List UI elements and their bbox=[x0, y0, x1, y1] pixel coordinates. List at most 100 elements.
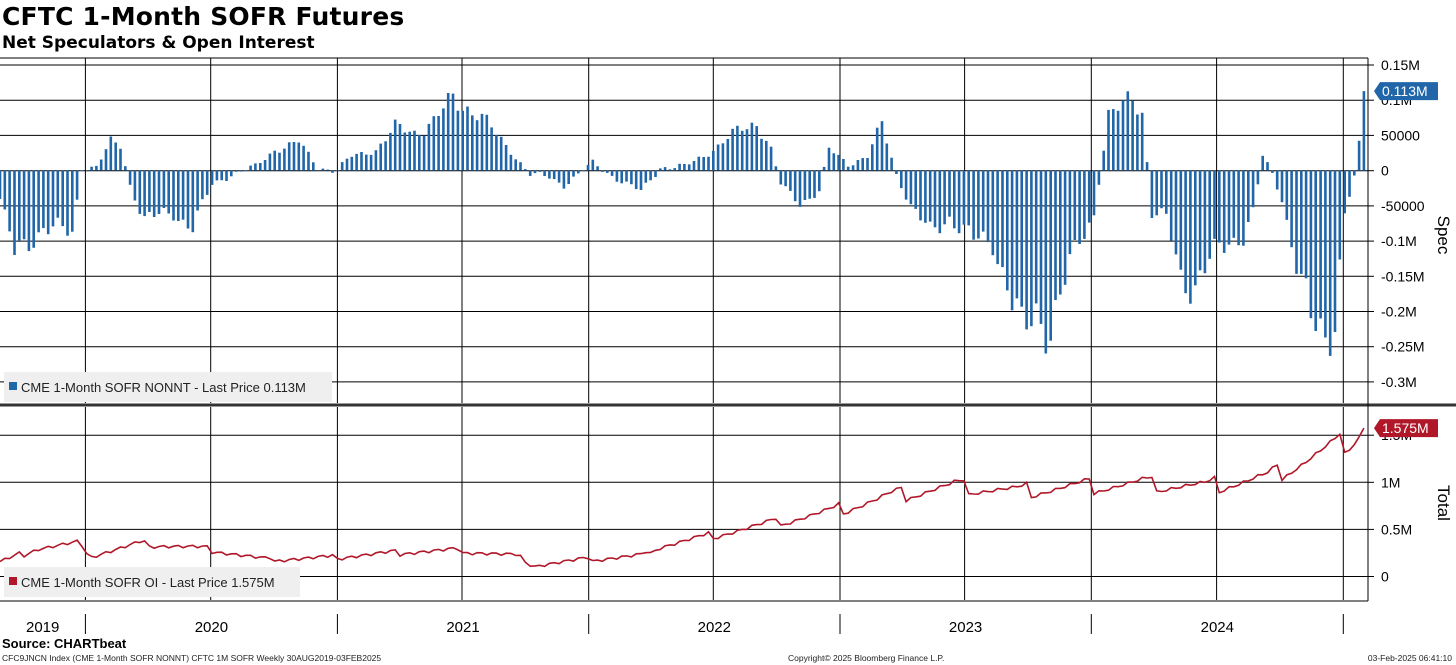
spec-bar bbox=[1333, 170, 1337, 332]
spec-bar bbox=[996, 170, 999, 265]
spec-bar bbox=[302, 145, 305, 171]
spec-bar bbox=[1087, 170, 1091, 223]
spec-bar bbox=[798, 170, 802, 207]
spec-bar bbox=[639, 170, 643, 190]
spec-bar bbox=[1140, 112, 1144, 171]
spec-bar bbox=[350, 156, 354, 171]
year-label: 2021 bbox=[446, 619, 479, 636]
spec-bar bbox=[842, 159, 845, 171]
spec-bar bbox=[784, 170, 787, 187]
spec-bar bbox=[1208, 170, 1211, 259]
spec-last-value: 0.113M bbox=[1382, 83, 1428, 99]
spec-bar bbox=[1232, 170, 1236, 238]
spec-bar bbox=[977, 170, 980, 239]
spec-bar bbox=[321, 168, 325, 171]
spec-bar bbox=[85, 170, 89, 172]
spec-bar bbox=[591, 159, 595, 171]
spec-bar bbox=[230, 170, 233, 177]
spec-bar bbox=[557, 170, 561, 183]
spec-bar bbox=[948, 170, 951, 217]
spec-bar bbox=[1121, 100, 1125, 171]
spec-bar bbox=[345, 158, 349, 171]
spec-bar bbox=[1116, 110, 1120, 171]
spec-bar bbox=[1136, 114, 1139, 171]
year-label: 2019 bbox=[26, 619, 59, 636]
spec-bar bbox=[813, 170, 816, 198]
spec-bar bbox=[1126, 91, 1130, 171]
spec-bar bbox=[451, 93, 455, 171]
spec-bar bbox=[649, 170, 652, 181]
spec-bar bbox=[880, 121, 884, 171]
spec-bar bbox=[1343, 170, 1346, 214]
spec-bar bbox=[393, 119, 397, 171]
total-axis-label: Total bbox=[1434, 485, 1453, 521]
spec-bar bbox=[292, 142, 296, 171]
spec-bar bbox=[634, 170, 638, 190]
spec-bar bbox=[1044, 170, 1048, 354]
spec-bar bbox=[890, 157, 893, 171]
spec-bar bbox=[124, 166, 127, 171]
spec-bar bbox=[765, 140, 768, 171]
spec-bar bbox=[18, 170, 21, 241]
spec-bar bbox=[8, 170, 11, 232]
spec-bar bbox=[432, 116, 436, 171]
spec-bar bbox=[1073, 170, 1077, 240]
spec-bar bbox=[1222, 170, 1226, 253]
spec-bar bbox=[389, 132, 392, 171]
spec-bar bbox=[1324, 170, 1327, 338]
spec-bar bbox=[1025, 170, 1028, 330]
spec-bar bbox=[1179, 170, 1183, 270]
spec-bar bbox=[1256, 170, 1260, 185]
total-y-ticks: 1.5M1M0.5M0 bbox=[1368, 427, 1412, 585]
spec-bar bbox=[27, 170, 31, 252]
total-last-value: 1.575M bbox=[1382, 420, 1429, 436]
spec-bar bbox=[13, 170, 16, 255]
spec-bar bbox=[37, 170, 40, 233]
spec-bar bbox=[1285, 170, 1289, 220]
spec-bar bbox=[1247, 170, 1250, 222]
spec-bar bbox=[1194, 170, 1197, 286]
spec-bar bbox=[1295, 170, 1298, 274]
spec-panel-grid bbox=[0, 58, 1368, 403]
spec-bar bbox=[461, 110, 464, 171]
spec-bar bbox=[403, 132, 407, 171]
spec-bar bbox=[519, 162, 522, 171]
spec-bar bbox=[1068, 170, 1072, 255]
total-legend-swatch bbox=[9, 577, 17, 585]
spec-bar bbox=[1049, 170, 1052, 341]
spec-bar bbox=[61, 170, 64, 227]
spec-bar bbox=[1083, 170, 1086, 239]
spec-bar bbox=[1290, 170, 1293, 248]
spec-bar bbox=[1189, 170, 1192, 304]
spec-bar bbox=[712, 150, 715, 171]
spec-bar bbox=[297, 142, 301, 171]
spec-bar bbox=[336, 170, 339, 172]
spec-bar bbox=[1357, 140, 1361, 171]
spec-bar bbox=[340, 162, 344, 171]
spec-tick-label: 50000 bbox=[1381, 127, 1420, 143]
spec-bar bbox=[769, 146, 773, 171]
spec-bar bbox=[244, 170, 248, 172]
spec-bar bbox=[99, 159, 103, 171]
spec-bar bbox=[991, 170, 995, 256]
spec-bar bbox=[427, 123, 431, 171]
total-panel-grid bbox=[0, 407, 1368, 600]
spec-bar bbox=[755, 126, 758, 171]
spec-bar bbox=[466, 106, 469, 171]
spec-bar bbox=[572, 170, 575, 177]
spec-bar bbox=[875, 127, 879, 171]
spec-bar bbox=[114, 142, 117, 171]
spec-bar bbox=[104, 149, 108, 171]
spec-tick-label: -50000 bbox=[1381, 198, 1425, 214]
total-tick-label: 0.5M bbox=[1381, 521, 1412, 537]
spec-bar bbox=[32, 170, 35, 248]
spec-bar bbox=[422, 135, 426, 171]
spec-bar bbox=[3, 170, 7, 210]
spec-bar bbox=[446, 93, 450, 171]
spec-bar bbox=[326, 169, 329, 171]
spec-bar bbox=[659, 168, 662, 171]
spec-bar bbox=[234, 170, 238, 172]
spec-bar bbox=[928, 170, 932, 222]
source-note: Source: CHARTbeat bbox=[2, 636, 127, 651]
